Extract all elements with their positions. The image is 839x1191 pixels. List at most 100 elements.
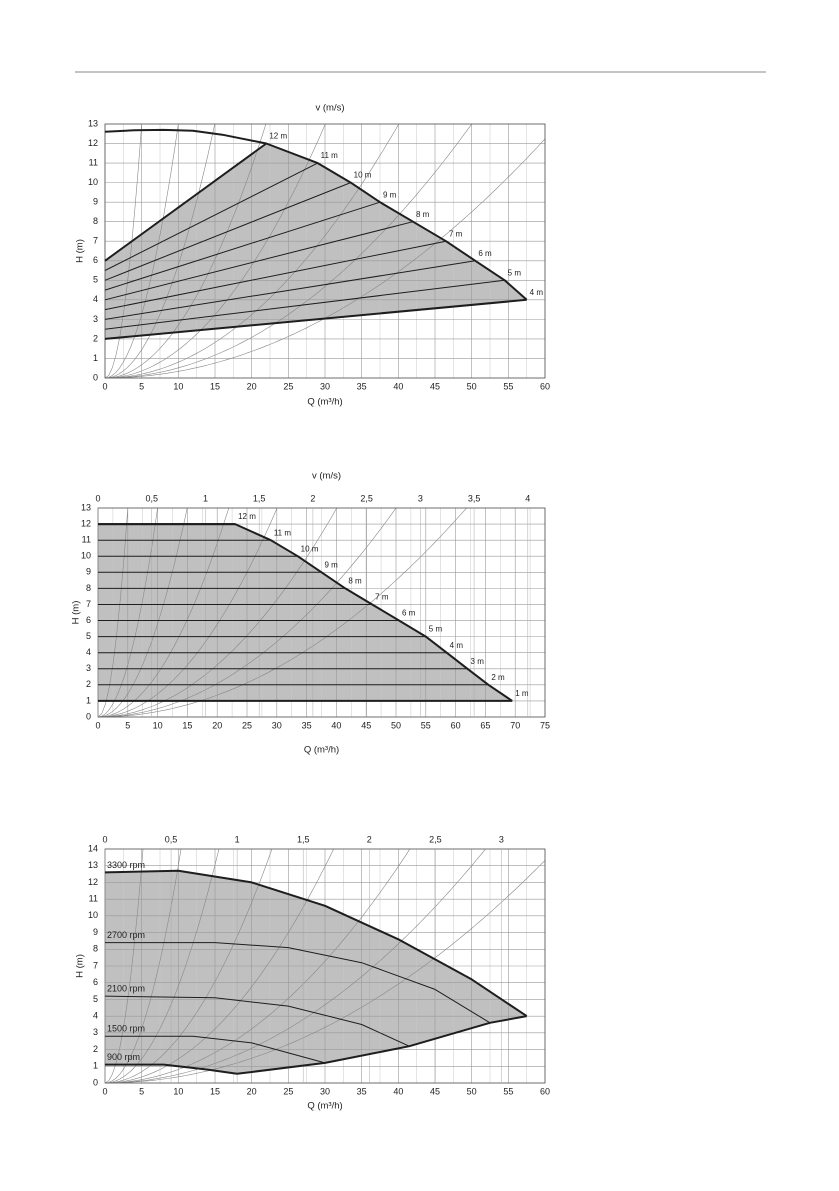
y-tick-label: 8 [93, 216, 98, 226]
y-tick-label: 2 [93, 333, 98, 343]
x-axis-label: Q (m³/h) [307, 1101, 342, 1112]
x-tick-label: 0 [102, 1086, 107, 1096]
x-tick-label: 20 [247, 381, 257, 391]
axis-title-top: v (m/s) [312, 471, 341, 482]
value-label: 11 m [274, 528, 292, 537]
y-tick-label: 7 [86, 599, 91, 609]
y-tick-label: 4 [93, 1011, 98, 1021]
x-axis-label: Q (m³/h) [304, 745, 339, 756]
y-tick-label: 14 [88, 843, 98, 853]
x-tick-label: 65 [480, 720, 490, 730]
system-curve [98, 508, 278, 717]
x-tick-label: 25 [283, 381, 293, 391]
y-tick-label: 7 [93, 236, 98, 246]
value-label: 12 m [269, 132, 287, 141]
system-curve [105, 849, 486, 1083]
x2-tick-label: 2,5 [429, 834, 442, 844]
y-tick-label: 6 [93, 255, 98, 265]
y-tick-label: 9 [93, 197, 98, 207]
value-label: 9 m [383, 190, 397, 199]
system-curve [105, 849, 273, 1083]
y-tick-label: 6 [93, 977, 98, 987]
x-tick-label: 45 [361, 720, 371, 730]
operating-area [105, 870, 527, 1074]
x-tick-label: 75 [540, 720, 550, 730]
x-tick-label: 30 [272, 720, 282, 730]
x2-tick-label: 0,5 [165, 834, 178, 844]
system-curve [105, 849, 334, 1083]
value-label: 10 m [301, 544, 319, 553]
system-curve [105, 860, 545, 1083]
x-tick-label: 35 [357, 1086, 367, 1096]
value-label: 9 m [325, 560, 339, 569]
operating-area [98, 524, 513, 701]
value-label: 1 m [515, 689, 529, 698]
curve [105, 1035, 326, 1064]
x-tick-label: 45 [430, 1086, 440, 1096]
series-label: 3300 rpm [107, 860, 145, 870]
y-axis-label: H (m) [75, 954, 86, 978]
curve [104, 162, 318, 271]
value-label: 4 m [450, 641, 464, 650]
plot-frame [104, 123, 546, 379]
y-tick-label: 10 [88, 177, 98, 187]
axis-title-top: v (m/s) [315, 103, 344, 114]
y-tick-label: 0 [93, 372, 98, 382]
x-tick-label: 5 [139, 1086, 144, 1096]
x-tick-label: 50 [467, 1086, 477, 1096]
envelope [104, 128, 528, 301]
x-tick-label: 25 [242, 720, 252, 730]
y-tick-label: 3 [93, 314, 98, 324]
y-tick-label: 5 [93, 994, 98, 1004]
y-tick-label: 9 [86, 567, 91, 577]
chart: 0 5 10 15 20 25 30 35 40 45 50 55 600123456789101112… [75, 103, 550, 408]
system-curve [105, 124, 267, 378]
x-tick-label: 55 [503, 381, 513, 391]
curve [104, 240, 447, 311]
value-label: 8 m [348, 576, 362, 585]
value-label: 6 m [402, 609, 416, 618]
y-tick-label: 4 [86, 647, 91, 657]
system-curve [105, 849, 182, 1083]
x2-tick-label: 0,5 [145, 493, 158, 503]
system-curve [105, 124, 400, 378]
y-tick-label: 5 [93, 275, 98, 285]
y-axis-label: H (m) [75, 239, 86, 263]
y-tick-label: 8 [86, 583, 91, 593]
value-label: 7 m [375, 593, 389, 602]
series-label: 900 rpm [107, 1052, 140, 1062]
y-tick-label: 12 [88, 877, 98, 887]
y-tick-label: 11 [89, 157, 98, 167]
system-curve [105, 849, 411, 1083]
y-tick-label: 13 [88, 118, 98, 128]
x-tick-label: 35 [357, 381, 367, 391]
curve [104, 182, 351, 281]
x2-tick-label: 1 [203, 493, 208, 503]
x-tick-label: 30 [320, 1086, 330, 1096]
x2-tick-label: 1,5 [253, 493, 266, 503]
y-tick-label: 3 [86, 663, 91, 673]
y-tick-label: 3 [93, 1027, 98, 1037]
x-tick-label: 5 [125, 720, 130, 730]
series-label: 2700 rpm [107, 930, 145, 940]
system-curve [98, 508, 230, 717]
y-tick-label: 0 [86, 711, 91, 721]
x-tick-label: 50 [391, 720, 401, 730]
curve [104, 260, 476, 320]
x-tick-label: 10 [153, 720, 163, 730]
curve [104, 201, 381, 291]
y-axis-label: H (m) [71, 601, 82, 625]
series-label: 2100 rpm [107, 983, 145, 993]
y-tick-label: 10 [81, 551, 91, 561]
y-tick-label: 7 [93, 960, 98, 970]
curve [104, 869, 528, 1017]
x-axis-label: Q (m³/h) [307, 397, 342, 408]
x-tick-label: 20 [247, 1086, 257, 1096]
x-tick-label: 40 [331, 720, 341, 730]
x-tick-label: 10 [173, 381, 183, 391]
y-tick-label: 2 [86, 679, 91, 689]
x-tick-label: 55 [503, 1086, 513, 1096]
x-tick-label: 15 [210, 1086, 220, 1096]
curve [104, 298, 527, 340]
